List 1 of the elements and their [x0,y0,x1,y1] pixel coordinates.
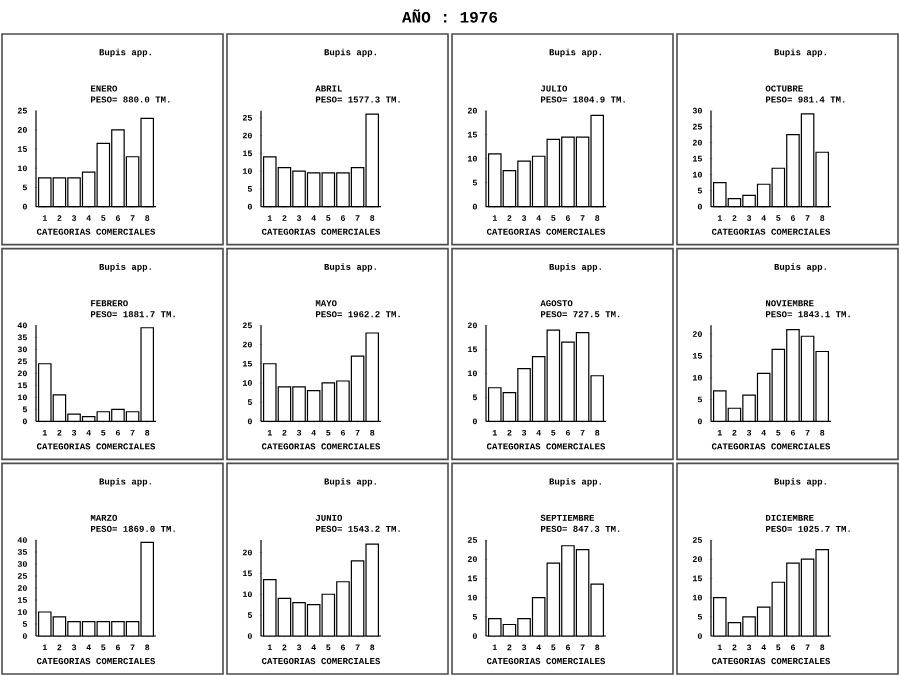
text: AÑO : 1976 [402,9,498,23]
